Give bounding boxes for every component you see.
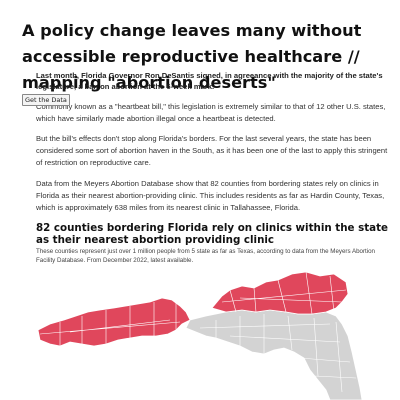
map-subtitle: These counties represent just over 1 mil…	[36, 248, 375, 264]
highlighted-counties-north	[211, 272, 349, 315]
county-map	[37, 272, 363, 400]
florida-state-shape	[185, 309, 363, 400]
highlighted-counties-gulf	[37, 297, 191, 347]
article-paragraph: Commonly known as a "heartbeat bill," th…	[36, 101, 386, 123]
map-title: 82 counties bordering Florida rely on cl…	[36, 222, 389, 247]
article-body: Last month, Florida Governor Ron DeSanti…	[36, 70, 390, 265]
article-headline: A policy change leaves many without acce…	[22, 21, 362, 92]
article-lede: Last month, Florida Governor Ron DeSanti…	[36, 71, 383, 92]
get-data-button[interactable]: Get the Data	[22, 94, 70, 106]
article-paragraph: Data from the Meyers Abortion Database s…	[36, 178, 385, 213]
county-boundaries	[39, 272, 357, 393]
article-paragraph: But the bill's effects don't stop along …	[36, 134, 388, 168]
